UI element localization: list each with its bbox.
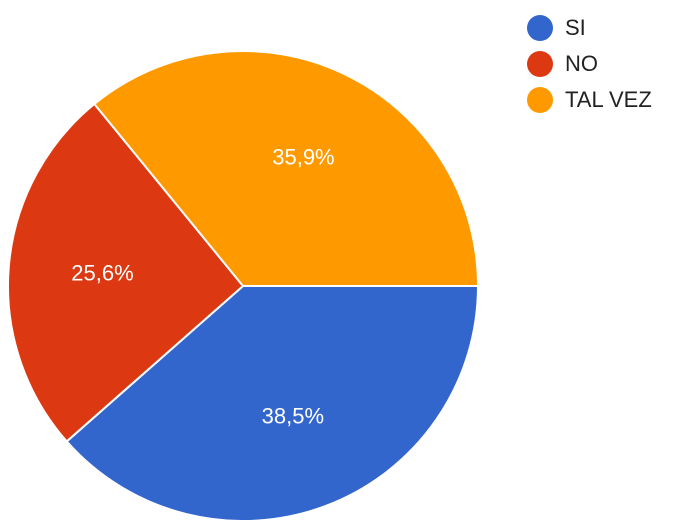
legend-item-no[interactable]: NO — [527, 50, 652, 78]
pie-slice-no[interactable] — [7, 102, 245, 443]
pie-label-tal-vez: 35,9% — [272, 144, 334, 169]
pie-slice-si[interactable] — [65, 285, 480, 522]
legend-item-si[interactable]: SI — [527, 14, 652, 42]
legend-label-tal-vez: TAL VEZ — [565, 87, 652, 112]
legend-swatch-no — [527, 51, 553, 77]
legend-label-si: SI — [565, 15, 586, 40]
legend-swatch-si — [527, 15, 553, 41]
legend-swatch-tal-vez — [527, 87, 553, 113]
legend-item-tal-vez[interactable]: TAL VEZ — [527, 86, 652, 114]
legend: SI NO TAL VEZ — [527, 14, 652, 122]
pie-label-si: 38,5% — [262, 404, 324, 429]
legend-label-no: NO — [565, 51, 598, 76]
pie-slice-tal-vez[interactable] — [92, 50, 480, 287]
pie-label-no: 25,6% — [71, 260, 133, 285]
